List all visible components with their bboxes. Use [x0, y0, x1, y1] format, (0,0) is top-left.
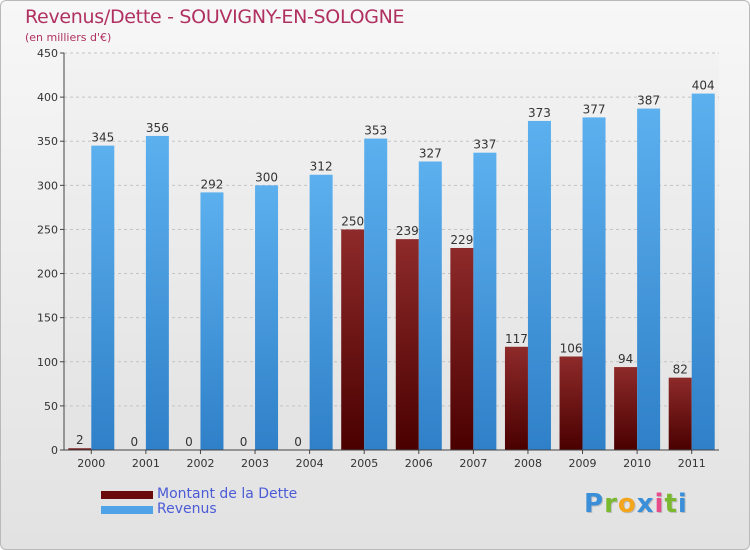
data-label-dette: 117 — [505, 332, 528, 346]
bar-dette — [341, 229, 365, 450]
x-tick-label: 2006 — [405, 457, 433, 470]
legend-label-debt: Montant de la Dette — [157, 486, 298, 502]
chart-title: Revenus/Dette - SOUVIGNY-EN-SOLOGNE — [25, 6, 405, 28]
chart-subtitle: (en milliers d'€) — [25, 31, 112, 44]
bar-revenus — [418, 161, 442, 450]
bar-dette — [395, 239, 419, 450]
data-label-revenus: 373 — [528, 106, 551, 120]
bar-dette — [668, 377, 692, 450]
data-label-revenus: 353 — [364, 124, 387, 138]
logo-letter: i — [677, 489, 688, 519]
x-tick-label: 2011 — [678, 457, 706, 470]
logo-letter: o — [617, 489, 637, 519]
bar-revenus — [91, 145, 115, 450]
y-tick-label: 250 — [37, 223, 58, 236]
legend-label-revenus: Revenus — [157, 501, 217, 517]
y-tick-label: 0 — [51, 444, 58, 457]
x-tick-label: 2001 — [132, 457, 160, 470]
logo-letter: P — [584, 489, 605, 519]
chart-legend: Montant de la Dette Revenus — [101, 487, 297, 517]
data-label-dette: 94 — [618, 352, 633, 366]
x-tick-label: 2009 — [569, 457, 597, 470]
y-tick-label: 400 — [37, 91, 58, 104]
data-label-revenus: 327 — [419, 147, 442, 161]
bar-revenus — [145, 135, 169, 450]
y-tick-label: 300 — [37, 179, 58, 192]
x-tick-label: 2003 — [241, 457, 269, 470]
logo-letter: i — [654, 489, 665, 519]
data-label-revenus: 404 — [692, 79, 715, 93]
data-label-revenus: 337 — [473, 138, 496, 152]
bar-dette — [450, 247, 474, 450]
data-label-revenus: 387 — [637, 94, 660, 108]
bar-dette — [614, 367, 638, 450]
data-label-dette: 0 — [240, 435, 248, 449]
legend-swatch-debt — [101, 490, 153, 499]
logo-letter: t — [664, 489, 678, 519]
data-label-revenus: 356 — [146, 121, 169, 135]
bar-dette — [504, 346, 528, 450]
data-label-dette: 0 — [131, 435, 139, 449]
data-label-dette: 0 — [294, 435, 302, 449]
data-label-revenus: 312 — [310, 160, 333, 174]
x-tick-label: 2004 — [296, 457, 324, 470]
logo-letter: x — [636, 489, 655, 519]
y-tick-label: 200 — [37, 268, 58, 281]
y-tick-label: 150 — [37, 312, 58, 325]
bar-revenus — [527, 120, 551, 450]
data-label-dette: 106 — [560, 341, 583, 355]
legend-item-debt: Montant de la Dette — [101, 487, 297, 502]
x-tick-label: 2008 — [514, 457, 542, 470]
data-label-dette: 0 — [185, 435, 193, 449]
bar-revenus — [255, 185, 279, 451]
data-label-revenus: 300 — [255, 170, 278, 184]
data-label-revenus: 292 — [201, 177, 224, 191]
bar-revenus — [200, 192, 224, 450]
x-tick-label: 2007 — [459, 457, 487, 470]
x-tick-label: 2010 — [623, 457, 651, 470]
bar-revenus — [473, 152, 497, 451]
data-label-revenus: 377 — [583, 102, 606, 116]
bar-revenus — [582, 117, 606, 450]
y-tick-label: 100 — [37, 356, 58, 369]
x-tick-label: 2002 — [186, 457, 214, 470]
x-tick-label: 2005 — [350, 457, 378, 470]
logo-letter: r — [604, 489, 618, 519]
bar-revenus — [637, 108, 661, 450]
data-label-dette: 2 — [76, 433, 84, 447]
data-label-dette: 239 — [396, 224, 419, 238]
legend-item-revenus: Revenus — [101, 502, 297, 517]
legend-swatch-revenus — [101, 505, 153, 514]
y-tick-label: 350 — [37, 135, 58, 148]
y-tick-label: 450 — [37, 47, 58, 60]
proxiti-logo: Proxiti — [584, 489, 688, 519]
bar-revenus — [309, 174, 333, 450]
x-tick-label: 2000 — [77, 457, 105, 470]
bar-dette — [68, 448, 92, 450]
data-label-dette: 229 — [450, 233, 473, 247]
bar-revenus — [364, 138, 388, 450]
data-label-dette: 82 — [673, 363, 688, 377]
bar-revenus — [691, 93, 715, 451]
bar-dette — [559, 356, 583, 450]
data-label-dette: 250 — [341, 214, 364, 228]
data-label-revenus: 345 — [91, 131, 114, 145]
y-tick-label: 50 — [44, 400, 58, 413]
plot-area — [64, 53, 719, 450]
